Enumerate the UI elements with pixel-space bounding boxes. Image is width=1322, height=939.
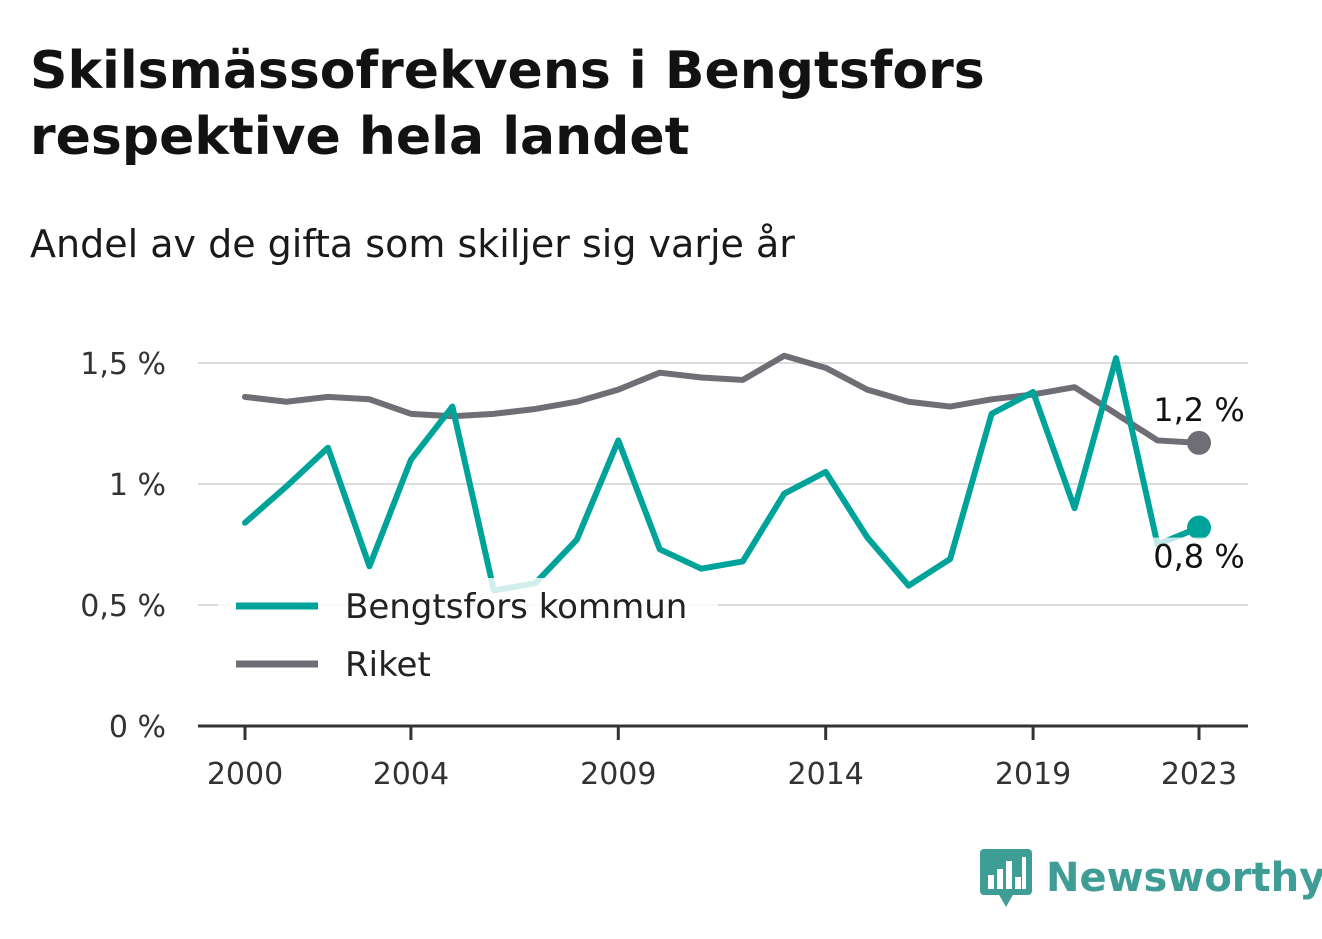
y-tick-label: 1 %	[109, 468, 166, 503]
x-tick-label: 2004	[373, 757, 449, 792]
chart-subtitle: Andel av de gifta som skiljer sig varje …	[30, 222, 795, 266]
brand-logo: Newsworthy	[980, 848, 1322, 908]
end-label: 1,2 %	[1153, 391, 1244, 429]
legend-label: Riket	[345, 645, 431, 685]
legend-background	[218, 578, 718, 694]
series-line-1	[242, 352, 1202, 446]
x-tick-label: 2009	[580, 757, 656, 792]
end-label-background	[1150, 537, 1248, 576]
chart-title: Skilsmässofrekvens i Bengtsfors respekti…	[30, 41, 985, 167]
x-tick-label: 2019	[995, 757, 1071, 792]
y-tick-label: 1,5 %	[80, 347, 166, 382]
end-marker	[1187, 515, 1211, 540]
bar-chart-speech-bubble-icon	[980, 849, 1032, 907]
y-tick-label: 0 %	[109, 710, 166, 745]
y-tick-label: 0,5 %	[80, 589, 166, 624]
end-label: 0,8 %	[1153, 538, 1244, 576]
x-tick-label: 2000	[207, 757, 283, 792]
series-line-0	[242, 355, 1202, 594]
x-tick-label: 2023	[1161, 757, 1237, 792]
x-tick-label: 2014	[788, 757, 864, 792]
end-marker	[1187, 430, 1211, 455]
brand-name: Newsworthy	[1046, 855, 1322, 901]
end-label-background	[1150, 390, 1248, 429]
legend-label: Bengtsfors kommun	[345, 587, 687, 627]
